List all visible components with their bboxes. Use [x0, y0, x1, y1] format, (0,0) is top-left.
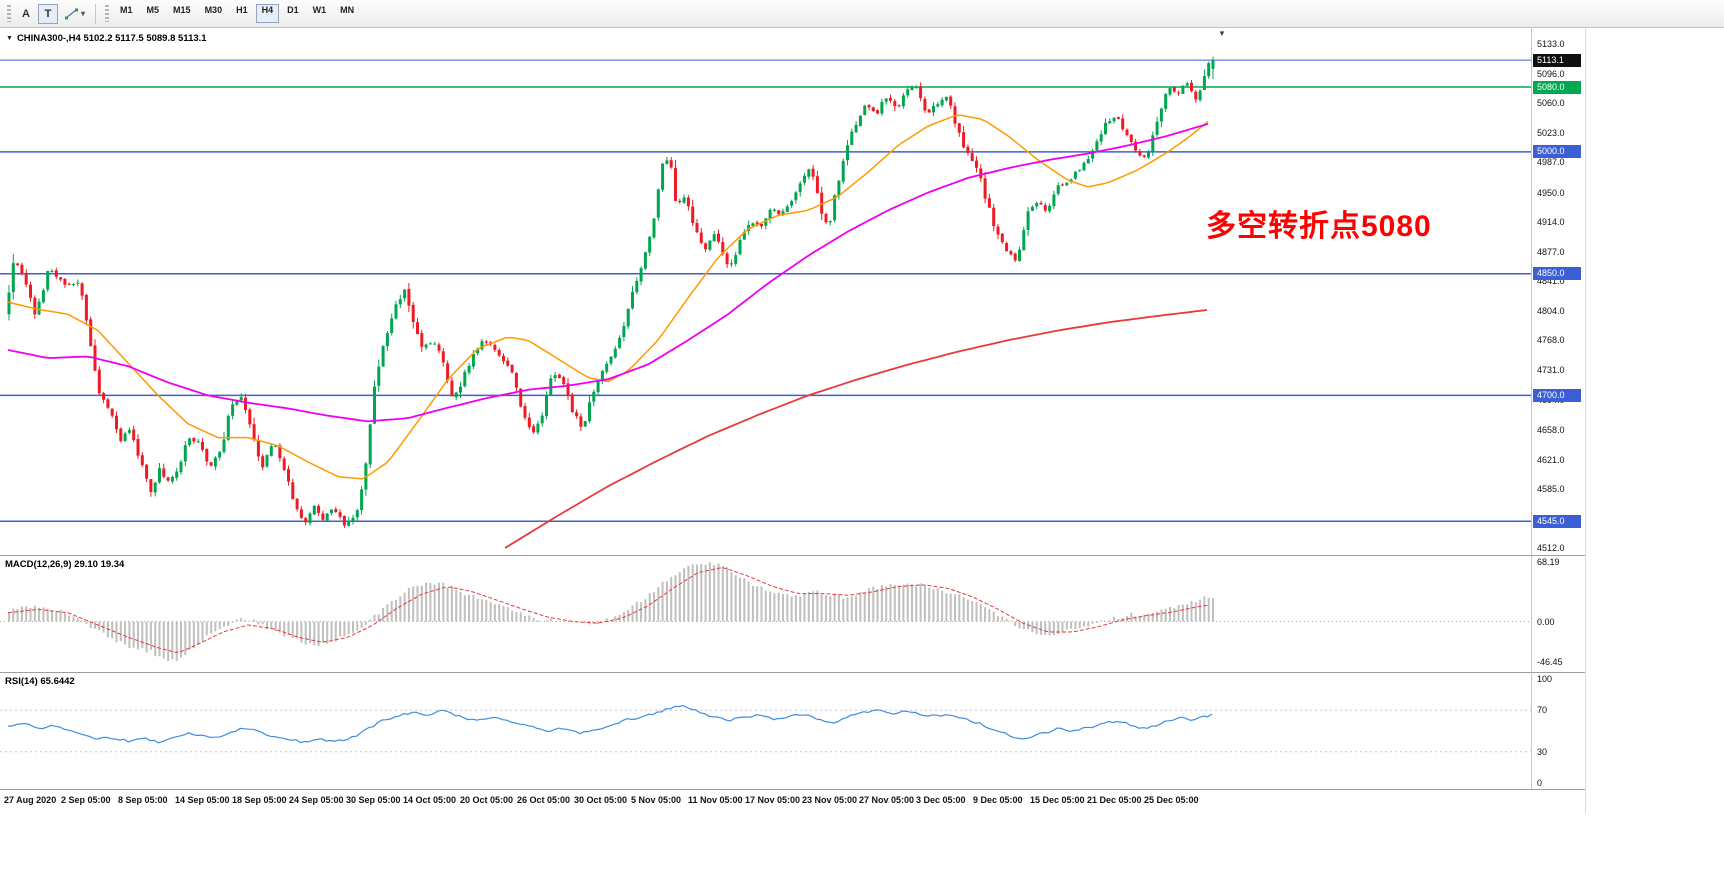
toolbar-separator [95, 3, 97, 24]
axis-tick-label: 4914.0 [1537, 217, 1565, 227]
axis-tick-label: 70 [1537, 705, 1548, 715]
panel-separator[interactable] [0, 555, 1586, 556]
time-label: 24 Sep 05:00 [289, 795, 344, 805]
chevron-down-icon: ▾ [81, 8, 86, 18]
level-price-label: 4850.0 [1533, 267, 1581, 280]
axis-tick-label: 30 [1537, 747, 1548, 757]
time-axis-line [0, 789, 1586, 790]
axis-tick-label: 5060.0 [1537, 98, 1565, 108]
bid-price-label: 5113.1 [1533, 54, 1581, 67]
time-label: 3 Dec 05:00 [916, 795, 966, 805]
time-label: 25 Dec 05:00 [1144, 795, 1199, 805]
axis-tick-label: 5133.0 [1537, 39, 1565, 49]
time-label: 27 Aug 2020 [4, 795, 57, 805]
time-label: 17 Nov 05:00 [745, 795, 801, 805]
label-tool-button[interactable]: A [22, 7, 30, 20]
time-label: 18 Sep 05:00 [232, 795, 287, 805]
axis-tick-label: 4658.0 [1537, 425, 1565, 435]
one-click-trading-expander-icon[interactable]: ▼ [6, 34, 13, 42]
rsi-chart[interactable] [0, 673, 1531, 789]
axis-tick-label: 4987.0 [1537, 157, 1565, 167]
top-toolbar: A T ▾ M1 M5 M15 M30 H1 H4 D1 W1 MN [0, 0, 1724, 28]
axis-tick-label: 100 [1537, 674, 1553, 684]
candlestick-chart[interactable] [0, 28, 1531, 555]
time-label: 30 Sep 05:00 [346, 795, 401, 805]
axis-tick-label: 0 [1537, 778, 1543, 788]
timeframe-button-m15[interactable]: M15 [173, 5, 191, 15]
timeframe-button-m30[interactable]: M30 [204, 5, 223, 15]
trendline-tool-icon [65, 8, 78, 19]
timeframe-button-m1[interactable]: M1 [120, 5, 133, 15]
level-price-label: 4545.0 [1533, 515, 1581, 528]
macd-axis[interactable]: 68.19 0.00 -46.45 [1532, 556, 1594, 672]
time-label: 9 Dec 05:00 [973, 795, 1023, 805]
price-axis[interactable]: 5133.0 5096.0 5060.0 5023.0 4987.0 4950.0 4914… [1532, 28, 1594, 555]
time-label: 21 Dec 05:00 [1087, 795, 1142, 805]
window-right-border [1585, 28, 1586, 813]
rsi-panel[interactable]: RSI(14) 65.6442 [0, 673, 1531, 789]
timeframe-button-h4[interactable]: H4 [255, 4, 280, 23]
timeframe-button-w1[interactable]: W1 [312, 5, 327, 15]
axis-tick-label: 5023.0 [1537, 128, 1565, 138]
axis-tick-label: 4512.0 [1537, 543, 1565, 553]
time-label: 11 Nov 05:00 [688, 795, 743, 805]
time-label: 23 Nov 05:00 [802, 795, 858, 805]
timeframe-button-d1[interactable]: D1 [287, 5, 299, 15]
panel-separator[interactable] [0, 672, 1586, 673]
timeframe-button-mn[interactable]: MN [340, 5, 355, 15]
time-label: 27 Nov 05:00 [859, 795, 915, 805]
rsi-label: RSI(14) 65.6442 [5, 676, 75, 687]
annotation-text: 多空转折点5080 [1206, 210, 1432, 243]
axis-tick-label: 4621.0 [1537, 455, 1565, 465]
chart-shift-marker-icon[interactable]: ▼ [1218, 29, 1226, 38]
chart-title: CHINA300-,H4 5102.2 5117.5 5089.8 5113.1 [16, 33, 207, 44]
axis-tick-label: 4877.0 [1537, 247, 1565, 257]
time-label: 14 Oct 05:00 [403, 795, 457, 805]
axis-tick-label: 4841.0 [1537, 276, 1565, 286]
timeframe-group: M1 M5 M15 M30 H1 H4 D1 W1 MN [113, 4, 361, 23]
timeframe-button-h1[interactable]: H1 [236, 5, 248, 15]
macd-chart[interactable] [0, 556, 1531, 672]
level-price-label: 5000.0 [1533, 145, 1581, 158]
rsi-axis[interactable]: 100 70 30 0 [1532, 673, 1594, 789]
axis-tick-label: 4731.0 [1537, 365, 1565, 375]
axis-tick-label: 0.00 [1537, 617, 1555, 627]
time-label: 26 Oct 05:00 [517, 795, 571, 805]
chart-title-row: ▼ CHINA300-,H4 5102.2 5117.5 5089.8 5113… [6, 33, 207, 44]
level-price-label: 4700.0 [1533, 389, 1581, 402]
time-label: 30 Oct 05:00 [574, 795, 628, 805]
axis-tick-label: 4804.0 [1537, 306, 1565, 316]
time-label: 5 Nov 05:00 [631, 795, 682, 805]
timeframe-button-m5[interactable]: M5 [146, 5, 160, 15]
price-axis-border [1531, 28, 1532, 789]
axis-tick-label: 4585.0 [1537, 484, 1565, 494]
toolbar-drag-handle[interactable] [7, 5, 11, 22]
axis-tick-label: 4950.0 [1537, 188, 1565, 198]
time-label: 2 Sep 05:00 [61, 795, 111, 805]
axis-tick-label: 5096.0 [1537, 69, 1565, 79]
macd-panel[interactable]: MACD(12,26,9) 29.10 19.34 [0, 556, 1531, 672]
time-label: 20 Oct 05:00 [460, 795, 514, 805]
time-label: 8 Sep 05:00 [118, 795, 168, 805]
axis-tick-label: 4768.0 [1537, 335, 1565, 345]
axis-tick-label: -46.45 [1537, 657, 1563, 667]
level-price-label: 5080.0 [1533, 81, 1581, 94]
text-tool-button[interactable]: T [38, 3, 58, 24]
time-label: 15 Dec 05:00 [1030, 795, 1085, 805]
drawing-objects-dropdown-button[interactable]: ▾ [60, 4, 89, 24]
chart-window: ▼ CHINA300-,H4 5102.2 5117.5 5089.8 5113… [0, 28, 1724, 894]
toolbar-drag-handle[interactable] [105, 5, 110, 22]
macd-label: MACD(12,26,9) 29.10 19.34 [5, 559, 125, 570]
time-axis[interactable]: 27 Aug 2020 2 Sep 05:00 8 Sep 05:00 14 Sep … [0, 790, 1586, 813]
axis-tick-label: 68.19 [1537, 557, 1560, 567]
price-panel[interactable]: ▼ CHINA300-,H4 5102.2 5117.5 5089.8 5113… [0, 28, 1531, 555]
time-label: 14 Sep 05:00 [175, 795, 230, 805]
